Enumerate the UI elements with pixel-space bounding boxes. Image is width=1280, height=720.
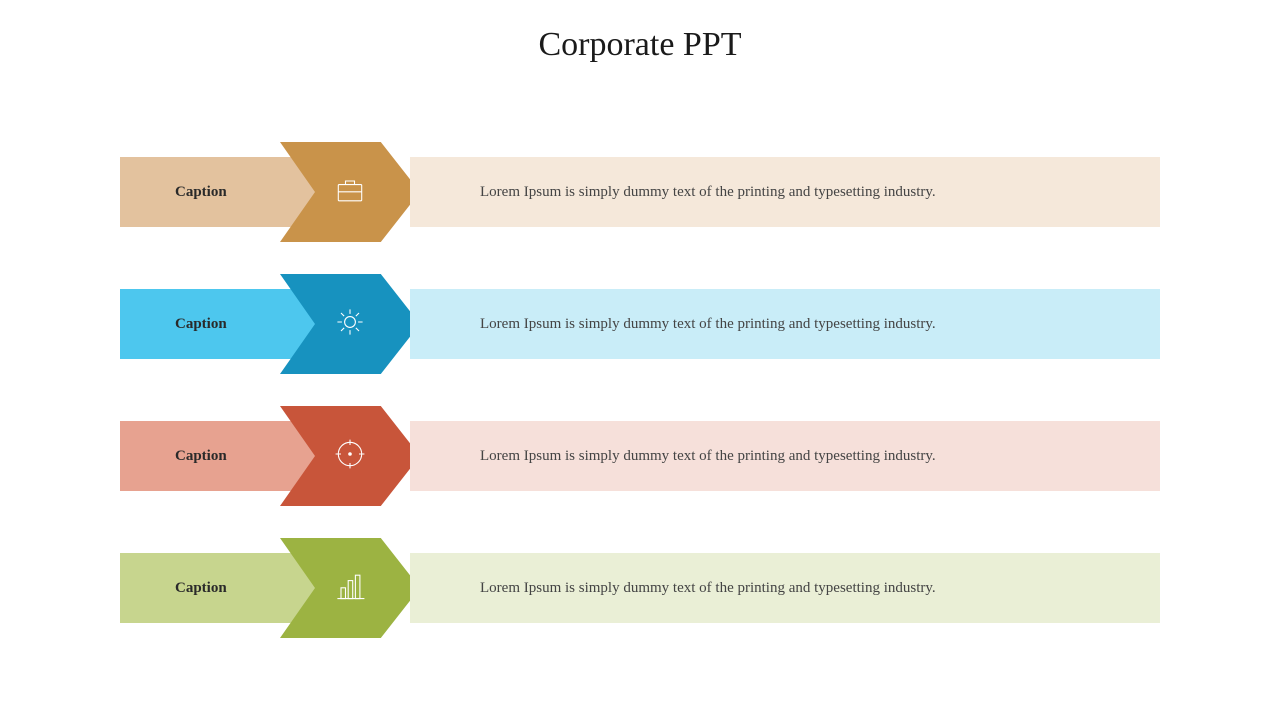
gear-icon bbox=[332, 304, 368, 345]
caption-block: Caption bbox=[120, 289, 320, 359]
target-icon bbox=[332, 436, 368, 477]
description-bar: Lorem Ipsum is simply dummy text of the … bbox=[410, 157, 1160, 227]
barchart-icon bbox=[332, 568, 368, 609]
caption-block: Caption bbox=[120, 421, 320, 491]
rows-container: Caption Lorem Ipsum is simply dummy text… bbox=[120, 140, 1160, 668]
info-row: Caption Lorem Ipsum is simply dummy text… bbox=[120, 404, 1160, 514]
caption-text: Caption bbox=[175, 448, 227, 465]
caption-text: Caption bbox=[175, 580, 227, 597]
caption-text: Caption bbox=[175, 316, 227, 333]
caption-block: Caption bbox=[120, 157, 320, 227]
slide-title: Corporate PPT bbox=[0, 0, 1280, 64]
description-text: Lorem Ipsum is simply dummy text of the … bbox=[480, 580, 936, 597]
info-row: Caption Lorem Ipsum is simply dummy text… bbox=[120, 272, 1160, 382]
description-text: Lorem Ipsum is simply dummy text of the … bbox=[480, 184, 936, 201]
caption-text: Caption bbox=[175, 184, 227, 201]
caption-block: Caption bbox=[120, 553, 320, 623]
info-row: Caption Lorem Ipsum is simply dummy text… bbox=[120, 140, 1160, 250]
description-text: Lorem Ipsum is simply dummy text of the … bbox=[480, 316, 936, 333]
description-text: Lorem Ipsum is simply dummy text of the … bbox=[480, 448, 936, 465]
description-bar: Lorem Ipsum is simply dummy text of the … bbox=[410, 421, 1160, 491]
description-bar: Lorem Ipsum is simply dummy text of the … bbox=[410, 553, 1160, 623]
description-bar: Lorem Ipsum is simply dummy text of the … bbox=[410, 289, 1160, 359]
briefcase-icon bbox=[332, 172, 368, 213]
info-row: Caption Lorem Ipsum is simply dummy text… bbox=[120, 536, 1160, 646]
